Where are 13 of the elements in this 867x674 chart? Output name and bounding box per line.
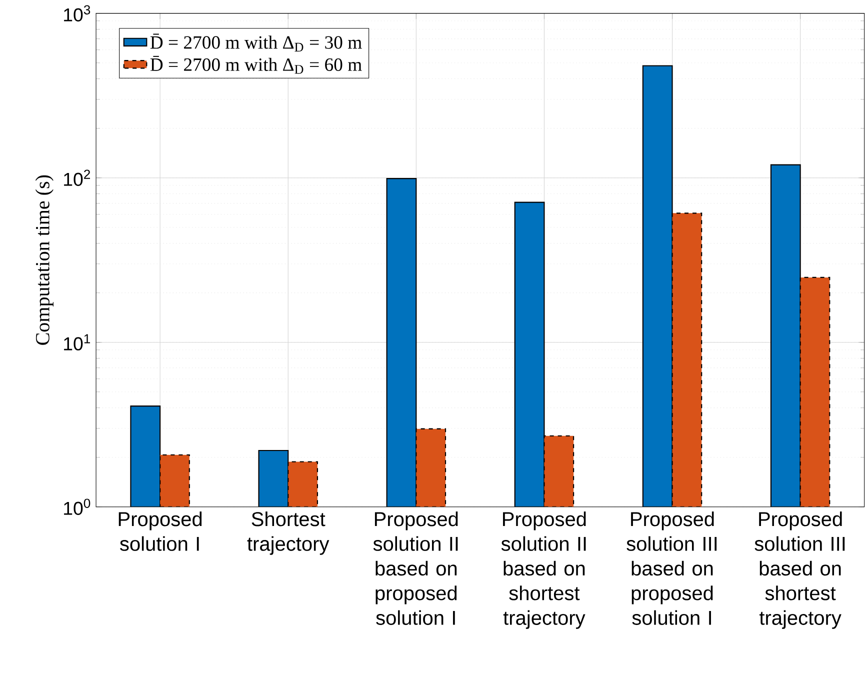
x-tick-label: Proposed solution III based on proposed solution I — [626, 512, 717, 626]
legend-label: D̄ = 2700 m with Δ$_{D}$ = 60 m — [150, 56, 362, 74]
x-tick-label: Proposed solution II based on shortest trajectory — [501, 512, 586, 630]
y-tick-label: 10$^{3}$ — [64, 5, 90, 22]
y-tick-label: 10$^{0}$ — [64, 498, 90, 516]
y-tick-label: 10$^{2}$ — [64, 170, 90, 186]
x-tick-label: Proposed solution III based on shortest trajectory — [754, 512, 845, 630]
x-tick-label: Proposed solution II based on proposed solution I — [373, 512, 458, 626]
x-tick-label: Proposed solution I — [118, 512, 202, 552]
y-tick-label: 10$^{1}$ — [64, 334, 90, 351]
y-axis-title: Computation time (s) — [35, 176, 54, 346]
x-tick-label: Shortest trajectory — [247, 512, 330, 556]
legend-label: D̄ = 2700 m with Δ$_{D}$ = 30 m — [150, 34, 362, 52]
